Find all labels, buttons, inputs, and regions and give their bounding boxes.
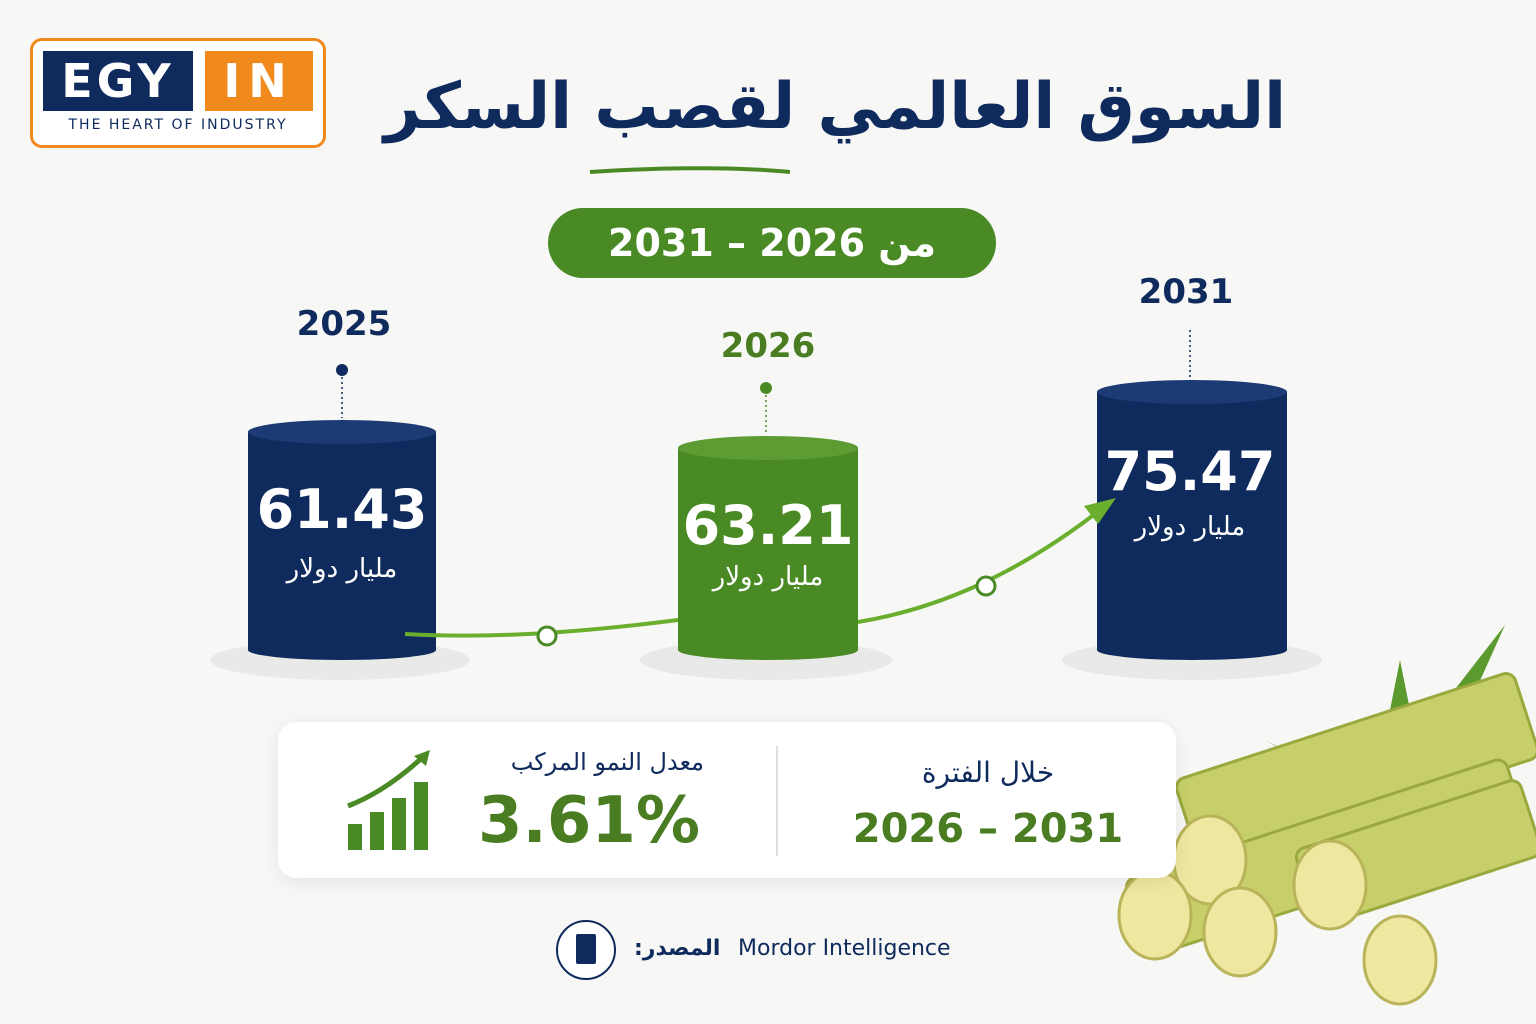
value: 63.21 — [682, 494, 854, 557]
period: 2026 – 2031 — [852, 806, 1124, 852]
title: السوق العالمي لقصب السكر — [383, 70, 1287, 144]
year: 2026 — [720, 326, 816, 366]
cagr-label: معدل النمو المركب — [510, 748, 704, 776]
year: 2031 — [1138, 272, 1234, 312]
underline — [589, 166, 791, 174]
logo-right: IN — [205, 51, 313, 111]
dot — [760, 382, 772, 394]
connectors — [341, 330, 1191, 434]
dot — [336, 364, 348, 376]
growth-icon — [347, 750, 430, 850]
source-label: المصدر: — [634, 936, 721, 961]
sugarcane — [1117, 625, 1536, 1006]
cylinder-2025 — [248, 420, 436, 660]
cagr: 3.61% — [477, 784, 701, 858]
trend-arrow — [1084, 498, 1116, 524]
value: 61.43 — [256, 478, 428, 541]
unit: مليار دولار — [286, 554, 398, 584]
unit: مليار دولار — [1134, 512, 1246, 542]
source-name: Mordor Intelligence — [738, 936, 951, 961]
period-pill: من 2026 – 2031 — [548, 208, 996, 278]
dot — [975, 575, 997, 597]
trend-line — [404, 508, 1102, 638]
summary-card: معدل النمو المركب 3.61% خلال الفترة 2026… — [278, 722, 1176, 878]
logo-left: EGY — [43, 51, 193, 111]
divider — [776, 746, 778, 856]
value: 75.47 — [1104, 440, 1276, 503]
cylinder-2031 — [1097, 380, 1287, 660]
logo-tagline: THE HEART OF INDUSTRY — [68, 117, 288, 133]
unit: مليار دولار — [712, 562, 824, 592]
cylinder-2026 — [678, 436, 858, 660]
source-icon — [556, 920, 616, 980]
year: 2025 — [296, 304, 392, 344]
logo: EGY IN THE HEART OF INDUSTRY — [30, 38, 326, 148]
dot — [536, 625, 558, 647]
period-label: خلال الفترة — [921, 756, 1055, 789]
